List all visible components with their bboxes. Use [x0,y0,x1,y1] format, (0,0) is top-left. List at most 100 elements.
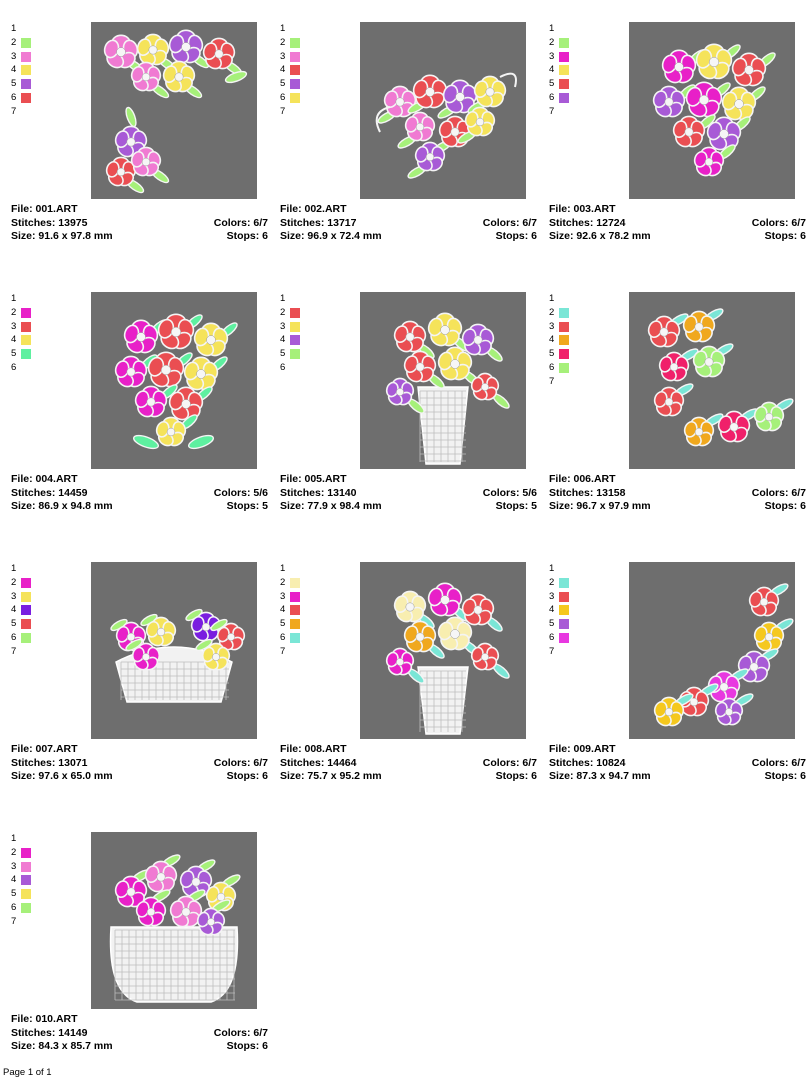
color-step-number: 1 [280,23,286,34]
design-thumbnail[interactable] [360,292,526,469]
legend-row: 4 [549,63,589,77]
leaf [132,434,160,450]
legend-row: 5 [549,347,589,361]
color-swatch [290,605,300,616]
color-step-number: 1 [280,563,286,574]
flower [438,115,472,148]
color-swatch [21,307,31,318]
color-swatch [290,335,300,346]
flower-center [455,92,465,102]
flower-center [704,357,714,367]
design-thumbnail[interactable] [91,292,257,469]
info-row: Stitches: 12724 Colors: 6/7 [549,217,806,231]
file-label: File: 006.ART [549,473,616,485]
design-thumbnail[interactable] [91,832,257,1009]
flower-center [674,62,684,72]
flower [403,620,437,653]
flower-center [214,49,224,59]
design-info: File: 009.ART Stitches: 10824 Colors: 6/7 S… [549,743,806,784]
flower [155,416,187,447]
page-footer: Page 1 of 1 [3,1067,52,1078]
swirl [375,72,517,133]
legend-row: 3 [280,320,320,334]
design-card: 1 2 3 4 5 6 File: 005.ART Stitches: 13140 Colors… [280,292,537,537]
flower-center [395,97,405,107]
flower-center [136,332,146,342]
legend-row: 5 [11,77,51,91]
size-label: Size: 97.6 x 65.0 mm [11,770,113,782]
color-step-number: 4 [11,604,17,616]
color-step-number: 2 [11,846,17,858]
legend-row: 2 [280,576,320,590]
design-thumbnail[interactable] [360,562,526,739]
design-thumbnail[interactable] [629,562,795,739]
color-swatch [21,591,31,602]
design-thumbnail[interactable] [360,22,526,199]
flower [105,156,137,187]
info-row: Stitches: 13158 Colors: 6/7 [549,487,806,501]
color-swatch [290,92,300,103]
color-step-number: 6 [280,631,286,643]
colors-label: Colors: 6/7 [482,216,537,229]
color-step-number: 5 [11,618,17,630]
flower-center [207,918,215,926]
design-card: 1 2 3 4 5 6 File: 004.ART Stitches: 14459 Colors… [11,292,268,537]
stitches-label: Stitches: 10824 [549,756,626,769]
stitches-label: Stitches: 13071 [11,756,88,769]
color-swatch [290,307,300,318]
stitches-label: Stitches: 12724 [549,216,626,229]
color-step-number: 4 [549,604,555,616]
flower [437,346,473,381]
legend-row: 6 [280,631,320,645]
color-swatch [21,847,31,858]
legend-row: 3 [549,50,589,64]
flower [183,356,219,391]
flower [202,37,236,70]
stops-label: Stops: 6 [226,230,268,242]
flower [661,49,697,84]
design-thumbnail[interactable] [91,22,257,199]
color-swatch [559,92,569,103]
legend-row: 7 [549,645,589,659]
design-thumbnail[interactable] [91,562,257,739]
flower-center [148,45,158,55]
color-step-number: 2 [11,576,17,588]
flower-center [141,157,151,167]
legend-row: 5 [280,617,320,631]
color-step-number: 7 [11,915,17,927]
info-row: Size: 91.6 x 97.8 mm Stops: 6 [11,230,268,244]
design-thumbnail[interactable] [629,22,795,199]
color-step-number: 2 [549,36,555,48]
flower [134,385,168,418]
info-row: Size: 84.3 x 85.7 mm Stops: 6 [11,1040,268,1054]
flower-center [719,129,729,139]
flower [653,696,685,727]
color-step-number: 1 [11,833,17,844]
legend-row: 1 [549,22,589,36]
flower [196,907,226,936]
legend-row: 3 [280,50,320,64]
info-row: Size: 97.6 x 65.0 mm Stops: 6 [11,770,268,784]
legend-row: 4 [280,603,320,617]
color-swatch [559,605,569,616]
embroidery-preview [109,854,241,1003]
legend-row: 1 [280,22,320,36]
color-step-number: 7 [549,645,555,657]
legend-row: 5 [11,347,51,361]
flower-center [156,872,166,882]
flower-center [749,662,759,672]
flower [144,860,178,893]
flower [193,322,229,357]
color-step-number: 2 [280,306,286,318]
legend-row: 7 [280,645,320,659]
color-step-number: 7 [280,645,286,657]
color-step-number: 7 [11,645,17,657]
legend-row: 6 [11,901,51,915]
design-thumbnail[interactable] [629,292,795,469]
design-info: File: 006.ART Stitches: 13158 Colors: 6/7 S… [549,473,806,514]
flower-center [689,697,699,707]
flower [168,386,204,421]
